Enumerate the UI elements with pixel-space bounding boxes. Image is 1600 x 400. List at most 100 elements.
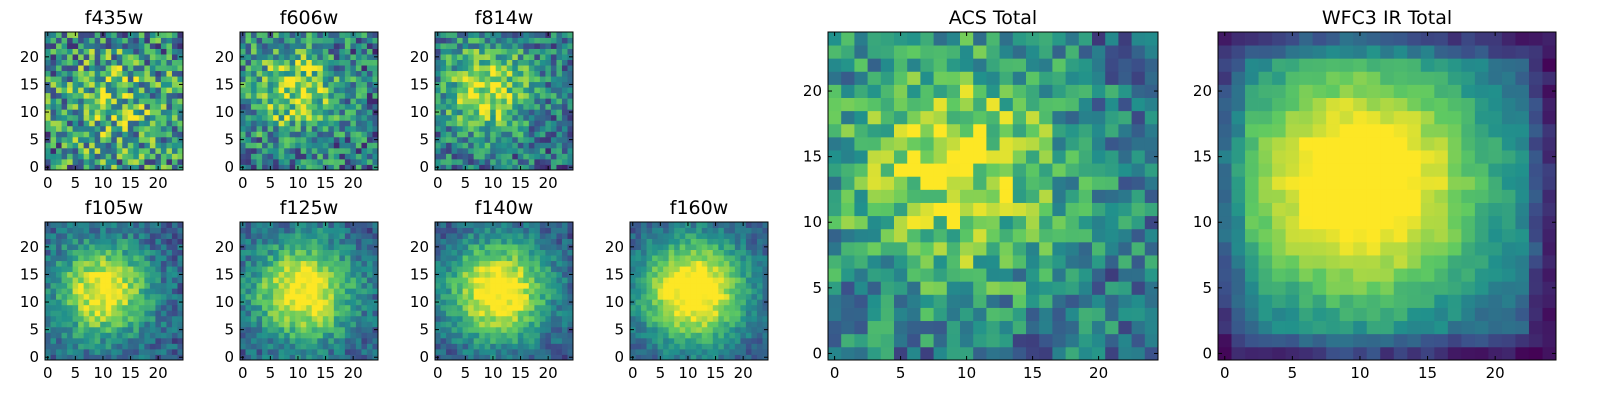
heatmap-cell: [690, 348, 697, 355]
heatmap-cell: [333, 354, 340, 361]
heatmap-cell: [72, 92, 79, 99]
heatmap-cell: [311, 59, 318, 66]
heatmap-cell: [138, 81, 145, 88]
heatmap-cell: [545, 343, 552, 350]
heatmap-cell: [854, 163, 868, 177]
heatmap-cell: [907, 215, 921, 230]
heatmap-cell: [256, 266, 263, 273]
heatmap-cell: [528, 227, 535, 234]
heatmap-cell: [484, 59, 491, 66]
heatmap-cell: [462, 348, 469, 355]
y-tick-label: 20: [20, 238, 39, 256]
heatmap-cell: [56, 158, 62, 165]
heatmap-cell: [528, 326, 535, 333]
heatmap-cell: [679, 288, 686, 295]
heatmap-cell: [251, 277, 257, 284]
heatmap-cell: [89, 120, 96, 127]
heatmap-cell: [317, 310, 324, 317]
heatmap-cell: [630, 337, 636, 344]
heatmap-cell: [462, 299, 469, 306]
heatmap-cell: [366, 114, 373, 121]
heatmap-cell: [946, 84, 961, 98]
heatmap-cell: [1118, 150, 1132, 164]
heatmap-cell: [473, 255, 480, 262]
heatmap-cell: [495, 136, 502, 143]
heatmap-cell: [116, 147, 123, 154]
heatmap-cell: [718, 260, 725, 267]
heatmap-cell: [144, 87, 151, 94]
heatmap-cell: [300, 125, 307, 132]
heatmap-cell: [545, 114, 552, 121]
heatmap-cell: [61, 277, 68, 284]
heatmap-cell: [127, 87, 134, 94]
heatmap-cell: [657, 326, 664, 333]
heatmap-cell: [468, 315, 475, 322]
heatmap-cell: [144, 288, 151, 295]
heatmap-cell: [116, 293, 123, 300]
heatmap-cell: [256, 244, 263, 250]
heatmap-cell: [734, 288, 741, 295]
heatmap-cell: [468, 65, 475, 72]
heatmap-cell: [501, 332, 508, 339]
heatmap-cell: [462, 103, 469, 110]
heatmap-cell: [539, 255, 546, 262]
heatmap-cell: [56, 136, 62, 143]
heatmap-cell: [262, 282, 268, 289]
heatmap-cell: [122, 343, 129, 350]
heatmap-cell: [685, 244, 692, 250]
heatmap-cell: [490, 65, 497, 72]
heatmap-cell: [999, 215, 1014, 230]
heatmap-cell: [322, 227, 329, 234]
heatmap-cell: [828, 228, 842, 243]
heatmap-cell: [1092, 255, 1106, 269]
heatmap-cell: [78, 70, 85, 77]
heatmap-cell: [652, 337, 658, 344]
heatmap-cell: [501, 282, 508, 289]
heatmap-cell: [127, 136, 134, 143]
heatmap-cell: [451, 244, 458, 250]
heatmap-cell: [550, 271, 557, 278]
heatmap-cell: [56, 37, 62, 44]
heatmap-cell: [539, 136, 546, 143]
heatmap-cell: [111, 249, 118, 256]
heatmap-cell: [56, 76, 62, 83]
heatmap-cell: [289, 76, 296, 83]
heatmap-cell: [306, 54, 313, 60]
heatmap-cell: [841, 241, 855, 256]
heatmap-cell: [690, 277, 697, 284]
heatmap-cell: [841, 320, 855, 335]
heatmap-cell: [350, 343, 357, 350]
heatmap-cell: [133, 310, 140, 317]
heatmap-cell: [1131, 84, 1146, 98]
heatmap-cell: [479, 222, 486, 228]
heatmap-cell: [116, 81, 123, 88]
heatmap-cell: [867, 136, 882, 151]
heatmap-cell: [523, 304, 530, 311]
heatmap-cell: [946, 136, 961, 151]
heatmap-cell: [854, 268, 868, 282]
heatmap-cell: [490, 81, 497, 88]
heatmap-cell: [61, 147, 68, 154]
heatmap-cell: [45, 158, 51, 165]
heatmap-cell: [674, 326, 681, 333]
heatmap-cell: [166, 348, 173, 355]
heatmap-cell: [462, 260, 469, 267]
heatmap-cell: [495, 98, 502, 105]
heatmap-cell: [300, 142, 307, 149]
heatmap-cell: [89, 87, 96, 94]
heatmap-cell: [166, 299, 173, 306]
heatmap-cell: [289, 282, 296, 289]
heatmap-cell: [528, 131, 535, 138]
heatmap-cell: [668, 288, 675, 295]
heatmap-cell: [512, 120, 519, 127]
heatmap-cell: [1144, 136, 1159, 151]
heatmap-cell: [311, 87, 318, 94]
heatmap-cell: [322, 255, 329, 262]
heatmap-cell: [479, 81, 486, 88]
heatmap-cell: [1118, 346, 1132, 361]
heatmap-cell: [690, 244, 697, 250]
heatmap-cell: [635, 266, 642, 273]
heatmap-cell: [355, 87, 362, 94]
heatmap-cell: [256, 65, 263, 72]
heatmap-cell: [479, 147, 486, 154]
